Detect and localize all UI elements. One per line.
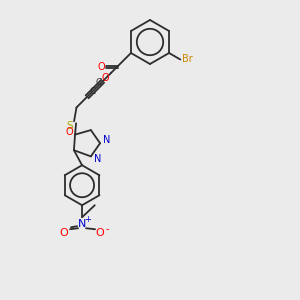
Text: O: O — [65, 127, 73, 136]
Text: C: C — [90, 87, 96, 96]
Text: +: + — [85, 215, 92, 224]
Text: O: O — [98, 62, 105, 72]
Text: S: S — [67, 121, 74, 131]
Text: N: N — [94, 154, 101, 164]
Text: N: N — [78, 219, 86, 229]
Text: O: O — [101, 73, 109, 83]
Text: C: C — [96, 78, 102, 87]
Text: Br: Br — [182, 55, 193, 64]
Text: O: O — [96, 228, 104, 238]
Text: O: O — [60, 228, 68, 238]
Text: N: N — [103, 135, 111, 145]
Text: -: - — [105, 224, 109, 234]
